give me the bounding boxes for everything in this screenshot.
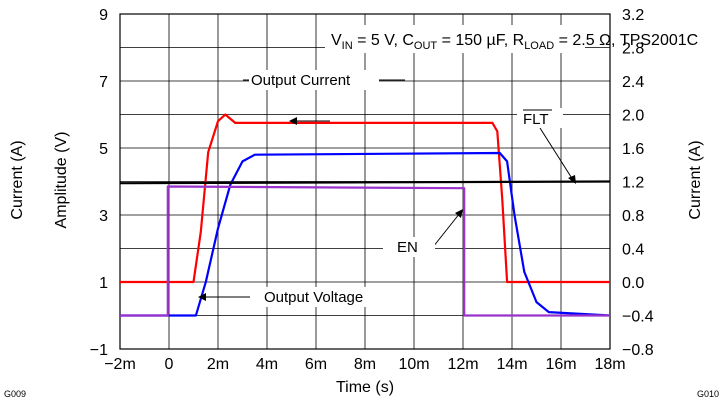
- output-voltage-arrowhead: [198, 293, 206, 301]
- x-tick-label: 4m: [256, 356, 278, 373]
- output-current-label-bg: [249, 70, 379, 90]
- output-current-label: Output Current: [251, 72, 351, 89]
- tick-labels: −2m 0 2m 4m 6m 8m 10m 12m 14m 16m 18m−0.8 −0.4 0.0 0.…: [90, 7, 654, 373]
- en-arrow: [432, 212, 461, 248]
- traces: [119, 113, 611, 317]
- y-tick-label: 5: [99, 141, 108, 158]
- x-axis-label: Time (s): [336, 379, 394, 396]
- left-ylabel-inner: Amplitude (V): [53, 132, 70, 229]
- y2-tick-label: 3.2: [622, 7, 644, 24]
- x-tick-label: −2m: [104, 356, 136, 373]
- output-voltage-label: Output Voltage: [264, 289, 363, 306]
- trace-output-voltage: [120, 151, 611, 317]
- y2-tick-label: −0.8: [622, 342, 654, 359]
- x-tick-label: 18m: [594, 356, 625, 373]
- output-current-arrowhead: [289, 117, 297, 125]
- y2-tick-label: 2.0: [622, 108, 644, 125]
- y-tick-label: 1: [99, 275, 108, 292]
- y-tick-label: 9: [99, 7, 108, 24]
- trace-en: [120, 185, 610, 317]
- x-tick-label: 0: [165, 356, 174, 373]
- flt-label: FLT: [523, 111, 549, 128]
- y2-tick-label: −0.4: [622, 309, 654, 326]
- y2-tick-label: 0.4: [622, 242, 644, 259]
- output-voltage-label-bg: [260, 287, 386, 307]
- left-ylabel-outer: Current (A): [9, 140, 26, 219]
- x-tick-label: 2m: [207, 356, 229, 373]
- flt-arrow: [539, 127, 574, 181]
- flt-label-bg: [517, 108, 563, 128]
- y-tick-label: −1: [90, 342, 108, 359]
- x-tick-label: 8m: [354, 356, 376, 373]
- corner-right-id: G010: [697, 389, 719, 399]
- y2-tick-label: 1.2: [622, 175, 644, 192]
- en-label-bg: [383, 237, 435, 257]
- en-label: EN: [397, 239, 418, 256]
- y-tick-label: 3: [99, 208, 108, 225]
- y2-tick-label: 1.6: [622, 141, 644, 158]
- y2-tick-label: 2.4: [622, 74, 644, 91]
- flt-arrowhead: [568, 175, 576, 184]
- condition-line: VIN = 5 V, COUT = 150 µF, RLOAD = 2.5 Ω,…: [331, 32, 698, 52]
- x-tick-label: 16m: [545, 356, 576, 373]
- right-ylabel: Current (A): [687, 140, 704, 219]
- trace-output-current: [120, 113, 610, 284]
- y2-tick-label: 0.0: [622, 275, 644, 292]
- x-tick-label: 6m: [305, 356, 327, 373]
- corner-left-id: G009: [4, 389, 26, 399]
- trace-flt: [119, 180, 611, 185]
- y2-tick-label: 2.8: [622, 41, 644, 58]
- x-tick-label: 10m: [398, 356, 429, 373]
- x-tick-label: 14m: [496, 356, 527, 373]
- x-tick-label: 12m: [447, 356, 478, 373]
- condition-bg: [325, 25, 585, 53]
- y2-tick-label: 0.8: [622, 208, 644, 225]
- en-arrowhead: [455, 209, 463, 218]
- y-tick-label: 7: [99, 74, 108, 91]
